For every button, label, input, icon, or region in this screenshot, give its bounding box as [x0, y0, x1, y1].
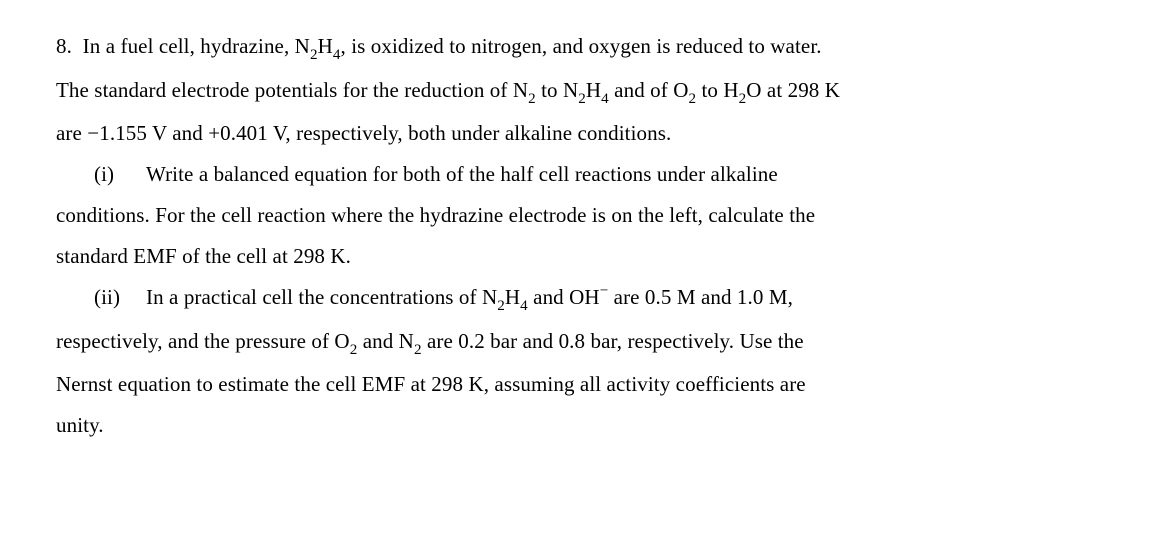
part-ii-line-4: unity. — [56, 405, 1099, 446]
subscript-2: 2 — [739, 91, 747, 107]
text: In a fuel cell, hydrazine, N — [83, 34, 310, 58]
text: to N — [536, 78, 579, 102]
text: In a practical cell the concentrations o… — [146, 285, 497, 309]
subscript-2: 2 — [350, 342, 358, 358]
part-i-line-1: (i)Write a balanced equation for both of… — [56, 154, 1099, 195]
text: , is oxidized to nitrogen, and oxygen is… — [341, 34, 822, 58]
part-i-line-2: conditions. For the cell reaction where … — [56, 195, 1099, 236]
superscript-minus: − — [600, 283, 609, 299]
part-ii-line-3: Nernst equation to estimate the cell EMF… — [56, 364, 1099, 405]
text: are 0.5 M and 1.0 M, — [608, 285, 793, 309]
subscript-4: 4 — [601, 91, 609, 107]
subscript-2: 2 — [414, 342, 422, 358]
subscript-2: 2 — [688, 91, 696, 107]
text: and OH — [528, 285, 600, 309]
part-ii-line-1: (ii)In a practical cell the concentratio… — [56, 277, 1099, 321]
part-ii-label: (ii) — [94, 277, 146, 318]
text: H — [505, 285, 520, 309]
potential-value-2: +0.401 V — [208, 121, 285, 145]
text: are — [56, 121, 87, 145]
text: H — [586, 78, 601, 102]
text: are 0.2 bar and 0.8 bar, respectively. U… — [422, 329, 804, 353]
text: and — [167, 121, 208, 145]
part-i-label: (i) — [94, 154, 146, 195]
text: to H — [696, 78, 739, 102]
subscript-2: 2 — [497, 298, 505, 314]
text: O at 298 K — [746, 78, 840, 102]
document-page: 8. In a fuel cell, hydrazine, N2H4, is o… — [0, 0, 1155, 542]
subscript-4: 4 — [333, 47, 341, 63]
subscript-2: 2 — [310, 47, 318, 63]
text: The standard electrode potentials for th… — [56, 78, 528, 102]
text: standard EMF of the cell at 298 K. — [56, 244, 351, 268]
text: conditions. For the cell reaction where … — [56, 203, 815, 227]
question-intro-line-2: The standard electrode potentials for th… — [56, 70, 1099, 114]
text: Nernst equation to estimate the cell EMF… — [56, 372, 806, 396]
part-i-line-3: standard EMF of the cell at 298 K. — [56, 236, 1099, 277]
text: , respectively, both under alkaline cond… — [285, 121, 671, 145]
subscript-2: 2 — [528, 91, 536, 107]
question-intro-line-1: 8. In a fuel cell, hydrazine, N2H4, is o… — [56, 26, 1099, 70]
text: and N — [357, 329, 414, 353]
text: and of O — [609, 78, 689, 102]
part-ii-line-2: respectively, and the pressure of O2 and… — [56, 321, 1099, 365]
text: Write a balanced equation for both of th… — [146, 162, 778, 186]
question-number: 8. — [56, 34, 72, 58]
subscript-2: 2 — [578, 91, 586, 107]
potential-value-1: −1.155 V — [87, 121, 167, 145]
text: H — [318, 34, 333, 58]
text: respectively, and the pressure of O — [56, 329, 350, 353]
subscript-4: 4 — [520, 298, 528, 314]
question-intro-line-3: are −1.155 V and +0.401 V, respectively,… — [56, 113, 1099, 154]
text: unity. — [56, 413, 104, 437]
